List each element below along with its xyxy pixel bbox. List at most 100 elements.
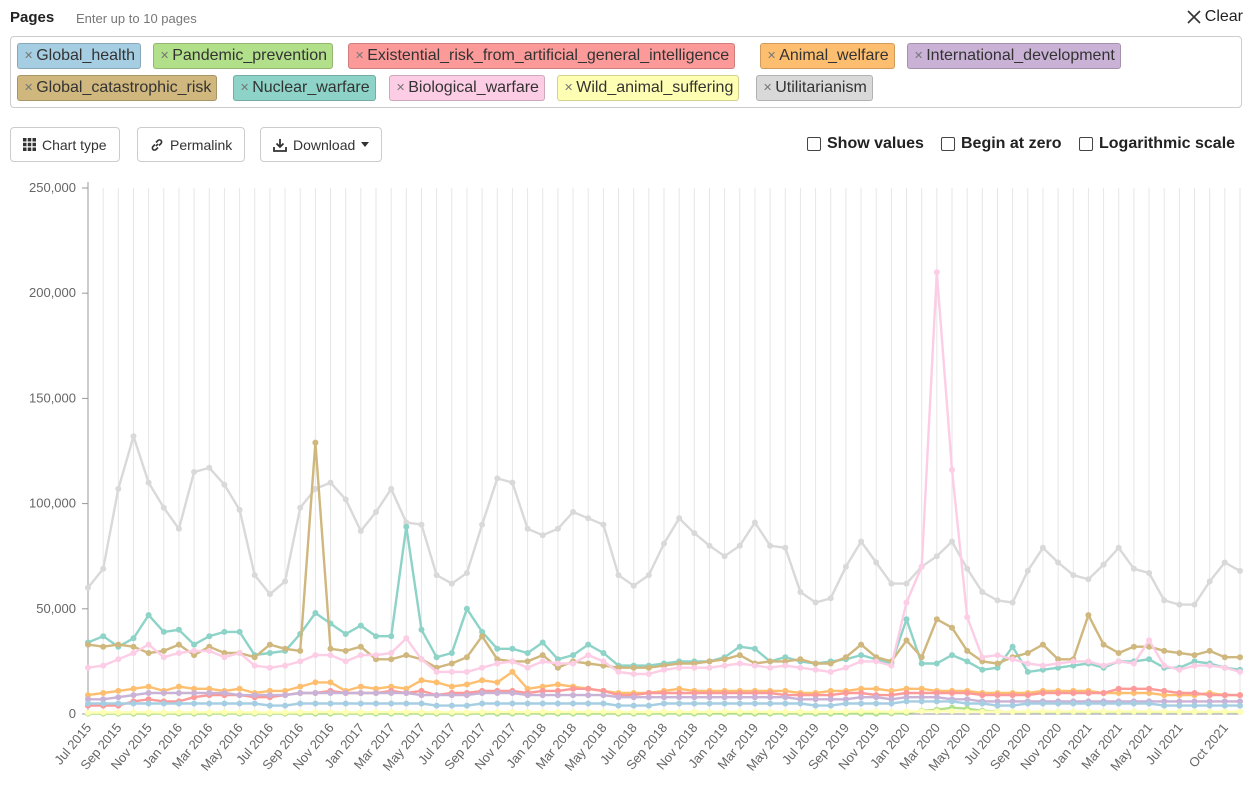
- download-label: Download: [293, 136, 356, 153]
- log-scale-checkbox[interactable]: [1079, 137, 1093, 151]
- data-point: [751, 700, 758, 707]
- download-button[interactable]: Download: [260, 127, 383, 162]
- data-point: [266, 687, 273, 694]
- data-point: [903, 708, 910, 715]
- remove-icon[interactable]: ✕: [564, 82, 574, 94]
- page-chip[interactable]: ✕ International_development: [907, 43, 1121, 69]
- data-point: [539, 708, 546, 715]
- data-point: [130, 692, 137, 699]
- data-point: [191, 694, 198, 701]
- page-chip[interactable]: ✕ Global_health: [17, 43, 141, 69]
- data-point: [979, 654, 986, 661]
- data-point: [85, 664, 91, 671]
- data-point: [191, 685, 198, 692]
- data-point: [1146, 708, 1153, 715]
- chip-label: Utilitarianism: [775, 79, 867, 96]
- data-point: [282, 687, 289, 694]
- remove-icon[interactable]: ✕: [763, 82, 773, 94]
- show-values-checkbox[interactable]: [807, 137, 821, 151]
- data-point: [751, 694, 758, 701]
- clear-button[interactable]: Clear: [1187, 8, 1243, 26]
- data-point: [524, 664, 531, 671]
- data-point: [251, 572, 258, 579]
- data-point: [100, 662, 107, 669]
- data-point: [297, 700, 304, 707]
- data-point: [554, 525, 561, 532]
- data-point: [964, 565, 971, 572]
- chip-label: Global_health: [36, 47, 135, 64]
- data-point: [130, 709, 137, 716]
- data-point: [175, 525, 182, 532]
- data-point: [433, 692, 440, 699]
- page-chip[interactable]: ✕ Animal_welfare: [760, 43, 895, 69]
- data-point: [1221, 702, 1228, 709]
- data-point: [918, 660, 925, 667]
- data-point: [266, 709, 273, 716]
- data-point: [282, 709, 289, 716]
- log-scale-option[interactable]: Logarithmic scale: [1079, 135, 1235, 153]
- show-values-option[interactable]: Show values: [807, 135, 924, 153]
- data-point: [994, 597, 1001, 604]
- data-point: [1115, 690, 1122, 696]
- data-point: [160, 690, 167, 696]
- data-point: [630, 694, 637, 701]
- data-point: [933, 694, 940, 701]
- page-chip[interactable]: ✕ Biological_warfare: [389, 75, 545, 101]
- data-point: [433, 668, 440, 675]
- data-point: [812, 708, 819, 715]
- data-point: [1191, 601, 1198, 608]
- page-chip[interactable]: ✕ Wild_animal_suffering: [557, 75, 740, 101]
- data-point: [949, 652, 955, 659]
- page-chip[interactable]: ✕ Pandemic_prevention: [153, 43, 333, 69]
- data-point: [266, 702, 273, 709]
- data-point: [539, 700, 546, 707]
- begin-at-zero-option[interactable]: Begin at zero: [941, 135, 1061, 153]
- remove-icon[interactable]: ✕: [767, 50, 777, 62]
- remove-icon[interactable]: ✕: [24, 50, 34, 62]
- data-point: [691, 694, 698, 701]
- data-point: [858, 700, 865, 707]
- log-scale-label: Logarithmic scale: [1099, 135, 1236, 152]
- data-point: [994, 692, 1001, 699]
- data-point: [554, 660, 561, 667]
- data-point: [236, 650, 243, 656]
- remove-icon[interactable]: ✕: [24, 82, 34, 94]
- chart-type-button[interactable]: Chart type: [10, 127, 120, 162]
- data-point: [903, 616, 910, 623]
- data-point: [827, 668, 834, 675]
- data-point: [1024, 708, 1031, 715]
- data-point: [160, 654, 167, 661]
- pages-input[interactable]: ✕ Global_health ✕ Pandemic_prevention ✕ Exi…: [10, 36, 1242, 108]
- data-point: [115, 709, 122, 716]
- data-point: [418, 687, 425, 694]
- data-point: [858, 694, 865, 701]
- data-point: [827, 595, 834, 602]
- remove-icon[interactable]: ✕: [396, 82, 406, 94]
- data-point: [782, 694, 789, 701]
- data-point: [888, 708, 895, 715]
- data-point: [918, 708, 925, 715]
- data-point: [282, 578, 289, 585]
- data-point: [645, 664, 652, 671]
- data-point: [433, 679, 440, 686]
- data-point: [1085, 708, 1092, 715]
- data-point: [357, 683, 364, 690]
- data-point: [1070, 690, 1077, 696]
- remove-icon[interactable]: ✕: [355, 50, 365, 62]
- page-chip[interactable]: ✕ Global_catastrophic_risk: [17, 75, 218, 101]
- remove-icon[interactable]: ✕: [160, 50, 170, 62]
- data-point: [615, 668, 622, 675]
- remove-icon[interactable]: ✕: [240, 82, 250, 94]
- data-point: [115, 687, 122, 694]
- remove-icon[interactable]: ✕: [914, 50, 924, 62]
- page-chip[interactable]: ✕ Nuclear_warfare: [233, 75, 376, 101]
- data-point: [1146, 700, 1153, 707]
- data-point: [342, 496, 349, 503]
- data-point: [1024, 650, 1031, 656]
- page-chip[interactable]: ✕ Utilitarianism: [756, 75, 873, 101]
- permalink-button[interactable]: Permalink: [137, 127, 246, 162]
- page-chip[interactable]: ✕ Existential_risk_from_artificial_genera…: [348, 43, 736, 69]
- begin-at-zero-checkbox[interactable]: [941, 137, 955, 151]
- data-point: [342, 709, 349, 716]
- data-point: [418, 700, 425, 707]
